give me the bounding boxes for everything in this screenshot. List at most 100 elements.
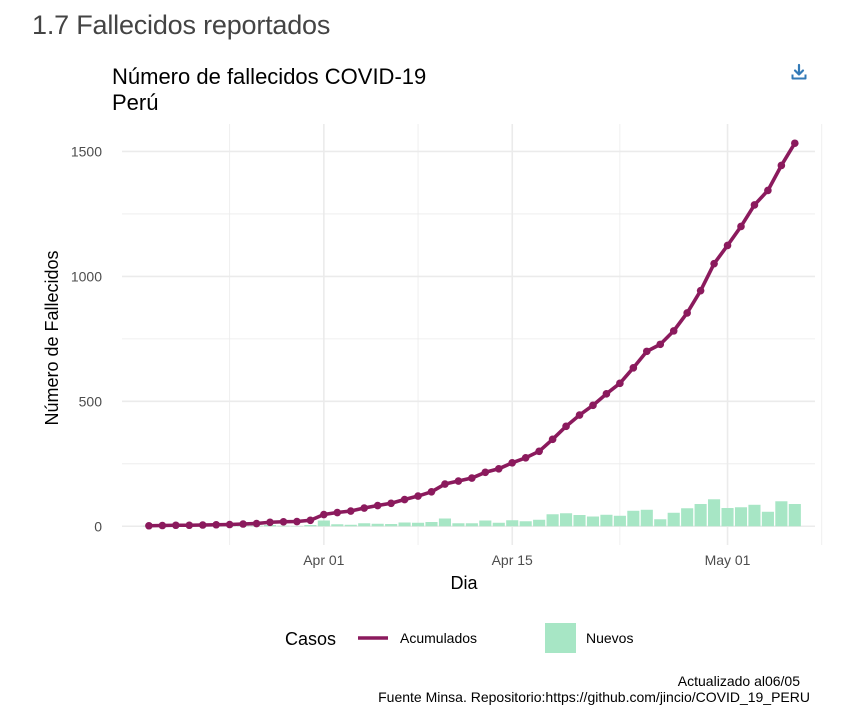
bar-nuevos [358, 523, 371, 527]
chart-title: Número de fallecidos COVID-19 [112, 64, 426, 89]
point-acumulados [225, 520, 234, 529]
point-acumulados [373, 501, 382, 510]
point-acumulados [535, 447, 543, 456]
point-acumulados [400, 495, 409, 504]
point-acumulados [306, 516, 315, 525]
point-acumulados [481, 468, 490, 477]
bar-nuevos [533, 519, 546, 527]
bar-nuevos [546, 514, 559, 527]
bar-nuevos [479, 520, 492, 527]
point-acumulados [642, 347, 651, 356]
point-acumulados [602, 390, 611, 398]
bar-nuevos [344, 524, 357, 527]
point-acumulados [333, 508, 342, 517]
bar-nuevos [331, 524, 344, 527]
bar-nuevos [600, 514, 613, 527]
point-acumulados [683, 309, 691, 317]
legend-label-nuevos: Nuevos [586, 630, 633, 646]
bar-nuevos [304, 525, 317, 527]
point-acumulados [212, 520, 220, 529]
legend: Casos Acumulados Nuevos [285, 623, 633, 653]
legend-key-nuevos [545, 623, 576, 653]
x-tick-labels: Apr 01 Apr 15 May 01 [303, 552, 750, 568]
section-heading: 1.7 Fallecidos reportados [32, 10, 331, 40]
bar-nuevos [492, 522, 505, 527]
bar-nuevos [627, 510, 640, 527]
point-acumulados [172, 521, 180, 530]
point-acumulados [562, 422, 570, 431]
point-acumulados [669, 327, 678, 335]
bar-nuevos [613, 515, 626, 527]
bar-nuevos [708, 499, 721, 527]
bar-nuevos [452, 523, 465, 527]
point-acumulados [145, 521, 153, 530]
bar-nuevos [425, 522, 438, 527]
point-acumulados [494, 464, 503, 473]
y-tick-label: 0 [94, 518, 102, 534]
point-acumulados [777, 161, 786, 170]
point-acumulados [360, 504, 369, 512]
bar-nuevos [411, 522, 425, 527]
point-acumulados [441, 480, 449, 488]
point-acumulados [185, 521, 194, 530]
point-acumulados [589, 401, 597, 410]
point-acumulados [320, 510, 328, 519]
point-acumulados [750, 201, 759, 209]
x-tick-label: Apr 15 [492, 552, 533, 568]
bar-nuevos [560, 513, 573, 527]
bar-nuevos [573, 515, 586, 527]
bar-nuevos [385, 524, 398, 527]
bar-nuevos [748, 504, 761, 527]
line-acumulados-path [147, 141, 797, 528]
x-axis-title: Dia [450, 573, 478, 593]
chart-subtitle: Perú [112, 90, 158, 115]
point-acumulados [454, 477, 463, 485]
x-tick-label: May 01 [705, 552, 751, 568]
point-acumulados [737, 222, 745, 231]
bar-nuevos [761, 511, 774, 527]
legend-label-acumulados: Acumulados [400, 630, 477, 646]
point-acumulados [791, 139, 799, 148]
bar-nuevos [371, 523, 384, 527]
bar-nuevos [721, 508, 734, 527]
bar-nuevos [654, 519, 667, 527]
point-acumulados [158, 521, 167, 530]
bar-nuevos [586, 516, 600, 527]
grid-lines [122, 124, 823, 545]
bar-nuevos [317, 520, 330, 527]
bar-nuevos [465, 523, 478, 527]
point-acumulados [696, 286, 705, 295]
point-acumulados [414, 492, 422, 500]
point-acumulados [239, 520, 247, 528]
point-acumulados [252, 519, 261, 528]
point-acumulados [387, 499, 395, 508]
bar-nuevos [734, 507, 748, 527]
legend-title: Casos [285, 629, 336, 649]
point-acumulados [575, 411, 584, 419]
point-acumulados [198, 521, 207, 529]
bar-nuevos [681, 508, 694, 527]
point-acumulados [710, 259, 718, 268]
point-acumulados [346, 507, 355, 515]
bar-nuevos [438, 518, 452, 527]
point-acumulados [266, 518, 274, 527]
point-acumulados [468, 474, 476, 482]
caption-source: Fuente Minsa. Repositorio:https://github… [378, 689, 810, 705]
bar-nuevos [667, 512, 680, 527]
point-acumulados [508, 458, 517, 467]
caption-updated: Actualizado al06/05 [678, 673, 800, 689]
point-acumulados [723, 241, 732, 250]
y-tick-label: 1000 [71, 268, 102, 284]
bar-nuevos [519, 521, 532, 527]
y-tick-labels: 0 500 1000 1500 [71, 143, 102, 534]
point-acumulados [521, 454, 530, 462]
point-acumulados [616, 379, 624, 388]
x-tick-label: Apr 01 [303, 552, 344, 568]
y-tick-label: 500 [79, 393, 103, 409]
bar-nuevos [694, 504, 707, 527]
download-icon[interactable] [789, 62, 809, 82]
point-acumulados [656, 340, 665, 349]
point-acumulados [279, 517, 288, 526]
bar-nuevos [775, 501, 788, 527]
